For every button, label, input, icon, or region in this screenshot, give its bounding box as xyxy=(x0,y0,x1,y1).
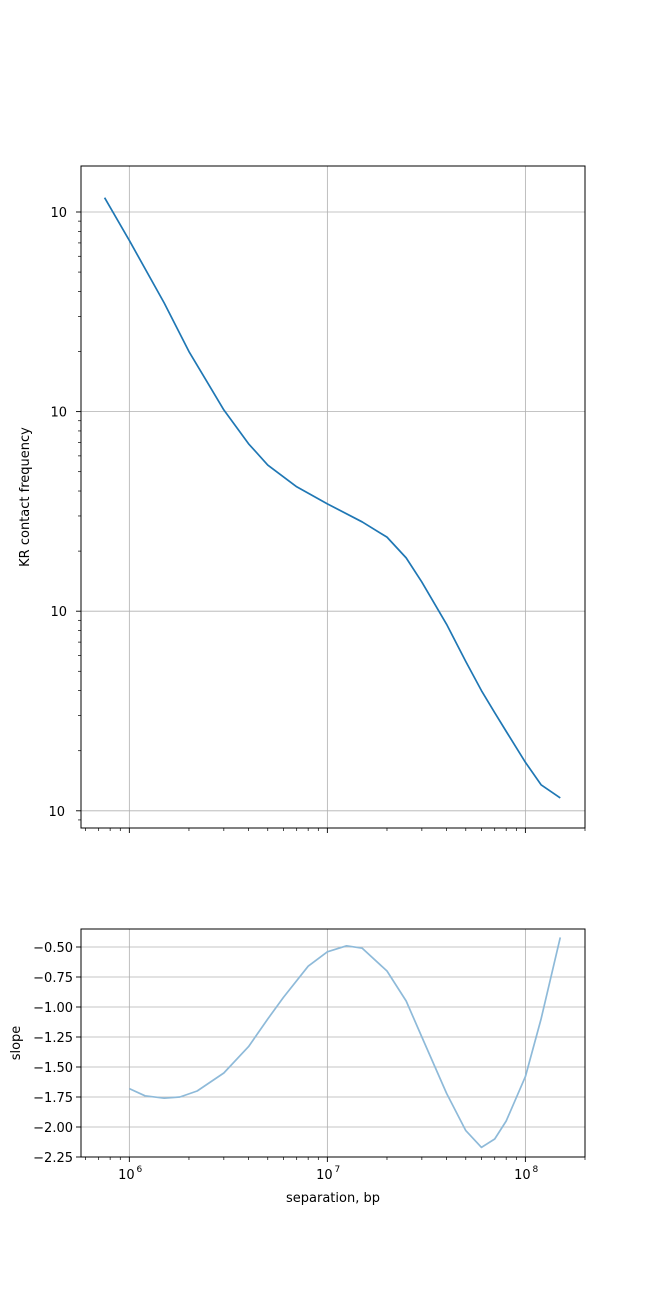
bottom-y-tick-label: −1.50 xyxy=(33,1061,73,1076)
x-axis-label: separation, bp xyxy=(286,1191,380,1206)
contact-frequency-line xyxy=(103,197,561,799)
bottom-x-tick-exponent: 6 xyxy=(136,1165,142,1175)
bottom-y-tick-label: −0.75 xyxy=(33,971,73,986)
top-y-tick-label: 10 xyxy=(48,805,65,820)
bottom-y-tick-label: −1.00 xyxy=(33,1001,73,1016)
bottom-grid xyxy=(81,929,585,1158)
bottom-ticks: 10 6 10 7 10 8−0.50−0.75−1.00−1.25−1.50−1.75−… xyxy=(33,941,586,1183)
top-y-tick-label: 10 xyxy=(50,605,67,620)
top-y-tick-label: 10 xyxy=(50,206,67,221)
slope-panel: 10 6 10 7 10 8−0.50−0.75−1.00−1.25−1.50−1.75−… xyxy=(9,928,586,1206)
contact-frequency-panel: 10210110010−1 KR contact frequency xyxy=(18,165,586,833)
bottom-y-tick-label: −0.50 xyxy=(33,941,73,956)
bottom-y-tick-label: −2.25 xyxy=(33,1151,73,1166)
bottom-y-tick-label: −1.25 xyxy=(33,1031,73,1046)
bottom-x-tick-label: 10 xyxy=(316,1168,333,1183)
bottom-y-tick-label: −2.00 xyxy=(33,1121,73,1136)
bottom-x-tick-exponent: 7 xyxy=(334,1165,340,1175)
bottom-y-tick-label: −1.75 xyxy=(33,1091,73,1106)
bottom-x-tick-exponent: 8 xyxy=(533,1165,539,1175)
bottom-x-tick-label: 10 xyxy=(514,1168,531,1183)
slope-line xyxy=(128,937,562,1149)
bottom-axes-frame xyxy=(80,928,586,1158)
top-grid xyxy=(81,166,585,828)
bottom-x-tick-label: 10 xyxy=(118,1168,135,1183)
top-y-axis-label: KR contact frequency xyxy=(18,427,33,567)
top-axes-frame xyxy=(80,165,586,829)
bottom-y-axis-label: slope xyxy=(9,1026,24,1061)
top-y-tick-label: 10 xyxy=(50,406,67,421)
top-ticks: 10210110010−1 xyxy=(48,206,586,833)
